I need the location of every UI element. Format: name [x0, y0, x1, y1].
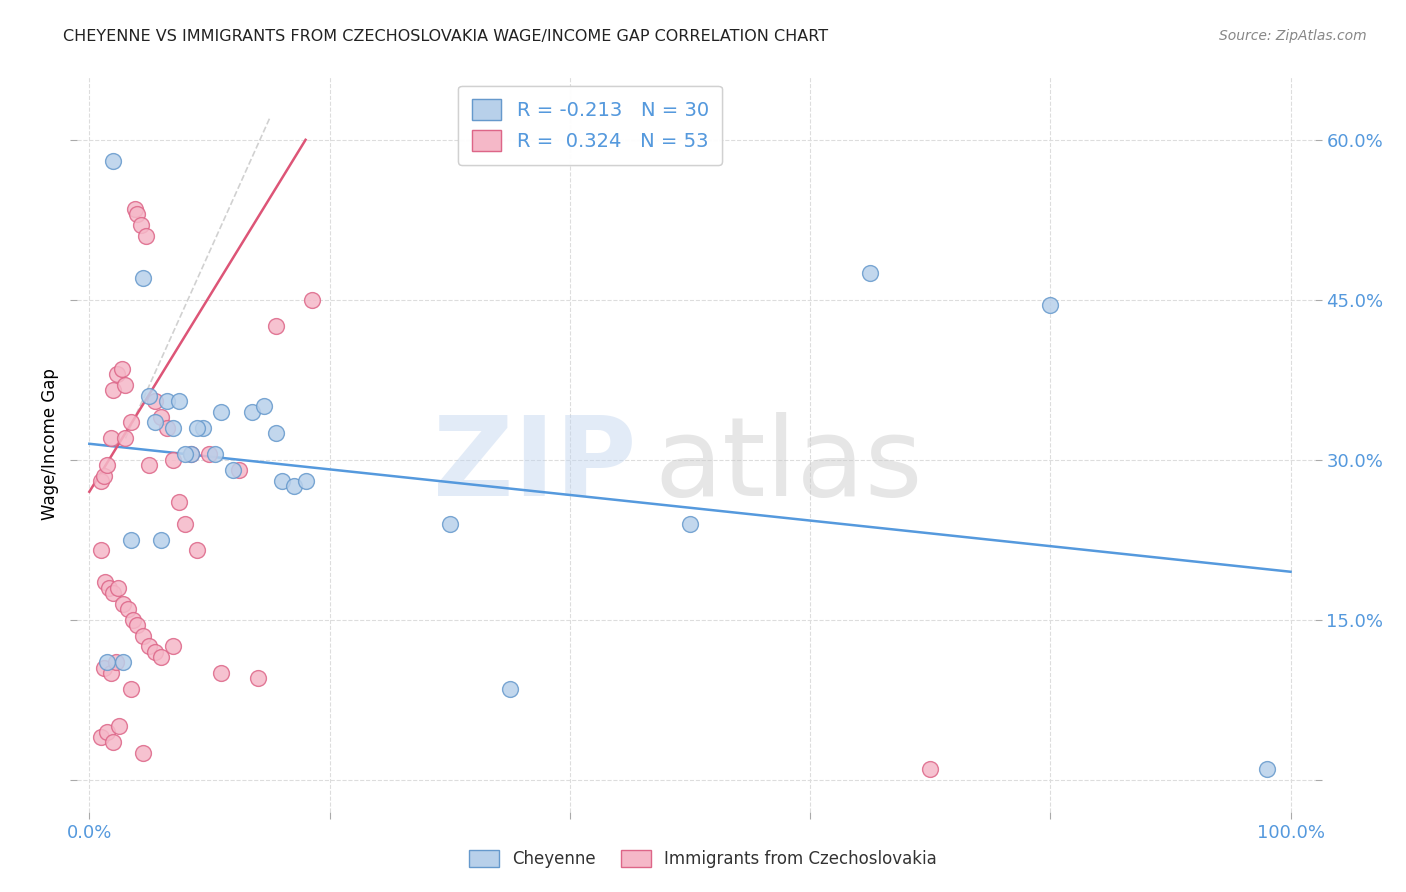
Point	[138, 640, 160, 654]
Point	[240, 405, 263, 419]
Point	[135, 228, 157, 243]
Point	[104, 656, 127, 670]
Point	[156, 421, 179, 435]
Point	[96, 458, 118, 472]
Point	[132, 629, 155, 643]
Point	[264, 319, 287, 334]
Point	[162, 452, 184, 467]
Point	[174, 516, 197, 531]
Point	[121, 613, 143, 627]
Point	[162, 640, 184, 654]
Point	[859, 266, 882, 280]
Point	[150, 410, 173, 425]
Point	[103, 735, 125, 749]
Point	[150, 533, 173, 547]
Point	[920, 762, 942, 776]
Point	[103, 384, 125, 398]
Point	[103, 154, 125, 169]
Legend: R = -0.213   N = 30, R =  0.324   N = 53: R = -0.213 N = 30, R = 0.324 N = 53	[458, 86, 723, 165]
Point	[1039, 298, 1062, 312]
Point	[186, 421, 208, 435]
Point	[679, 516, 702, 531]
Point	[270, 474, 292, 488]
Point	[145, 645, 167, 659]
Point	[186, 543, 208, 558]
Point	[145, 394, 167, 409]
Text: ZIP: ZIP	[433, 412, 637, 519]
Text: atlas: atlas	[655, 412, 922, 519]
Point	[204, 447, 226, 461]
Point	[120, 533, 142, 547]
Point	[193, 421, 215, 435]
Point	[96, 724, 118, 739]
Point	[111, 362, 134, 376]
Point	[111, 656, 134, 670]
Point	[211, 666, 233, 681]
Point	[138, 389, 160, 403]
Point	[127, 618, 149, 632]
Point	[97, 581, 120, 595]
Point	[90, 474, 112, 488]
Point	[120, 416, 142, 430]
Y-axis label: Wage/Income Gap: Wage/Income Gap	[41, 368, 59, 520]
Point	[108, 719, 131, 733]
Point	[180, 447, 202, 461]
Point	[132, 271, 155, 285]
Point	[100, 432, 122, 446]
Point	[1256, 762, 1278, 776]
Point	[246, 672, 269, 686]
Point	[198, 447, 221, 461]
Point	[129, 218, 152, 232]
Point	[96, 656, 118, 670]
Point	[169, 495, 191, 509]
Point	[294, 474, 316, 488]
Point	[93, 468, 115, 483]
Point	[114, 378, 136, 392]
Point	[138, 458, 160, 472]
Point	[90, 543, 112, 558]
Point	[117, 602, 139, 616]
Point	[499, 681, 522, 696]
Point	[162, 421, 184, 435]
Point	[107, 581, 129, 595]
Point	[156, 394, 179, 409]
Point	[150, 650, 173, 665]
Point	[114, 432, 136, 446]
Point	[222, 463, 245, 477]
Point	[90, 730, 112, 744]
Point	[301, 293, 323, 307]
Point	[105, 368, 128, 382]
Point	[252, 400, 274, 414]
Point	[439, 516, 461, 531]
Point	[93, 661, 115, 675]
Point	[127, 207, 149, 221]
Point	[100, 666, 122, 681]
Point	[169, 394, 191, 409]
Point	[145, 416, 167, 430]
Point	[111, 597, 134, 611]
Point	[283, 479, 305, 493]
Point	[180, 447, 202, 461]
Point	[120, 681, 142, 696]
Point	[211, 405, 233, 419]
Legend: Cheyenne, Immigrants from Czechoslovakia: Cheyenne, Immigrants from Czechoslovakia	[463, 843, 943, 875]
Point	[174, 447, 197, 461]
Point	[132, 746, 155, 760]
Text: Source: ZipAtlas.com: Source: ZipAtlas.com	[1219, 29, 1367, 43]
Point	[94, 575, 117, 590]
Point	[228, 463, 250, 477]
Point	[264, 426, 287, 441]
Text: CHEYENNE VS IMMIGRANTS FROM CZECHOSLOVAKIA WAGE/INCOME GAP CORRELATION CHART: CHEYENNE VS IMMIGRANTS FROM CZECHOSLOVAK…	[63, 29, 828, 44]
Point	[124, 202, 146, 216]
Point	[103, 586, 125, 600]
